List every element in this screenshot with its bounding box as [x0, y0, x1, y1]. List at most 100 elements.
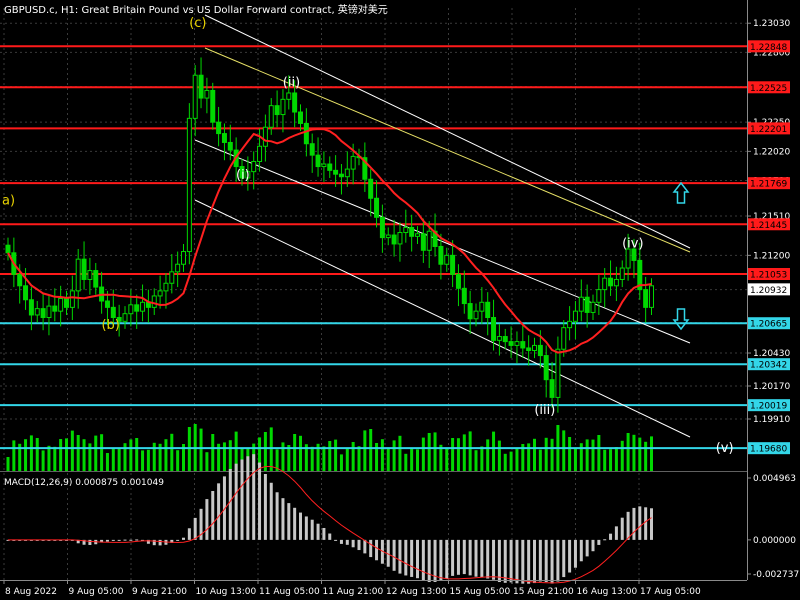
macd-bar: [533, 539, 536, 584]
macd-bar: [468, 539, 472, 576]
volume-bar: [433, 432, 437, 471]
time-tick-label: 15 Aug 05:00: [450, 587, 511, 597]
volume-bar: [217, 443, 221, 471]
candle-body: [637, 259, 643, 291]
macd-bar: [222, 476, 226, 540]
macd-bar: [591, 539, 595, 552]
volume-bar: [351, 442, 355, 471]
volume-bar: [369, 429, 373, 471]
macd-signal-line: [8, 466, 652, 584]
macd-bar: [445, 539, 449, 579]
candle-body: [134, 304, 140, 312]
macd-bar: [398, 539, 402, 574]
candle-body: [338, 173, 344, 178]
price-tick-label: 1.22020: [753, 147, 790, 157]
up-arrow-icon: [672, 181, 690, 204]
candle-body: [649, 285, 654, 308]
candle-body: [93, 270, 99, 288]
macd-tick-label: 0.000000: [753, 536, 796, 546]
macd-bar: [316, 523, 320, 540]
macd-bar: [410, 539, 414, 577]
wave-label: (iv): [622, 237, 643, 252]
volume-bar: [170, 433, 174, 471]
candle-body: [426, 230, 432, 251]
candle-body: [110, 306, 116, 319]
macd-bar: [328, 533, 332, 540]
candle-body: [40, 308, 46, 319]
volume-bar: [316, 443, 320, 471]
candle-body: [379, 216, 385, 239]
candle-body: [362, 157, 368, 180]
candle-body: [537, 344, 543, 357]
volume-bar: [339, 454, 343, 471]
volume-bar: [211, 434, 215, 471]
volume-bar: [76, 435, 80, 471]
macd-axis-ticks: 0.004963 0.000000 -0.002737: [747, 474, 799, 580]
candle-body: [415, 233, 420, 237]
candle-body: [374, 197, 380, 218]
macd-bar: [299, 512, 302, 540]
candle-body: [344, 168, 350, 178]
candle-body: [198, 74, 204, 99]
price-tick-label: 1.21510: [753, 212, 790, 222]
macd-bar: [462, 539, 466, 575]
candle-body: [104, 300, 110, 308]
macd-tick-label: 0.004963: [753, 474, 796, 484]
candle-body: [485, 301, 491, 319]
volume-bar: [129, 439, 133, 471]
resistance-level-tag-label: 1.22525: [750, 84, 787, 94]
macd-title: MACD(12,26,9) 0.000875 0.001049: [4, 478, 164, 488]
macd-bar: [650, 508, 653, 540]
support-level-tag: [748, 399, 790, 412]
volume-bar: [632, 434, 636, 471]
volume-bar: [363, 430, 367, 471]
macd-bar: [521, 539, 525, 584]
macd-bar: [263, 473, 267, 540]
candle-body: [333, 169, 339, 175]
volume-bar: [416, 449, 419, 471]
candle-body: [227, 141, 233, 151]
candle-body: [81, 258, 87, 280]
macd-bar: [193, 517, 197, 540]
candle-body: [286, 92, 292, 100]
macd-bar: [170, 539, 174, 543]
trend-channel[interactable]: [194, 14, 691, 438]
candle-body: [602, 277, 608, 291]
macd-bar: [573, 539, 577, 568]
last-price-tag-label: 1.20932: [750, 286, 787, 296]
price-panel[interactable]: a) (b) (c) (i) (ii) (iii) (iv) (v) GBPUSD.c, H1…: [0, 3, 747, 580]
wave-label: (v): [716, 441, 734, 456]
volume-bar: [135, 438, 139, 471]
time-tick-label: 12 Aug 13:00: [386, 587, 447, 597]
candle-body: [221, 133, 227, 143]
time-tick-label: 9 Aug 21:00: [132, 587, 187, 597]
candle-body: [608, 277, 614, 287]
macd-bar: [497, 539, 501, 583]
candle-body: [28, 299, 34, 316]
volume-bar: [492, 431, 496, 471]
volume-bar: [579, 443, 583, 471]
macd-panel[interactable]: MACD(12,26,9) 0.000875 0.001049: [4, 454, 653, 584]
support-level-tag-label: 1.20342: [750, 361, 787, 371]
macd-bar: [503, 539, 507, 583]
macd-bar: [609, 533, 613, 540]
macd-bar: [275, 492, 279, 540]
volume-bar: [88, 443, 92, 471]
time-tick-label: 16 Aug 13:00: [577, 587, 638, 597]
volume-bar: [597, 435, 601, 471]
time-axis[interactable]: 8 Aug 2022 9 Aug 05:00 9 Aug 21:00 10 Aug 1…: [0, 580, 747, 597]
wave-label: a): [2, 194, 15, 209]
wave-label: (ii): [283, 76, 300, 91]
macd-bar: [562, 539, 566, 578]
signal-arrows[interactable]: [672, 181, 690, 331]
candle-body: [508, 341, 514, 346]
macd-bar: [439, 539, 443, 581]
resistance-level-tag-label: 1.22201: [750, 125, 787, 135]
candle-body: [590, 301, 596, 313]
candle-body: [391, 234, 397, 245]
trendline: [204, 47, 691, 253]
candle-body: [239, 166, 245, 179]
price-axis[interactable]: 1.230301.228001.225301.222501.220201.217…: [747, 0, 799, 580]
candle-body: [385, 234, 391, 239]
